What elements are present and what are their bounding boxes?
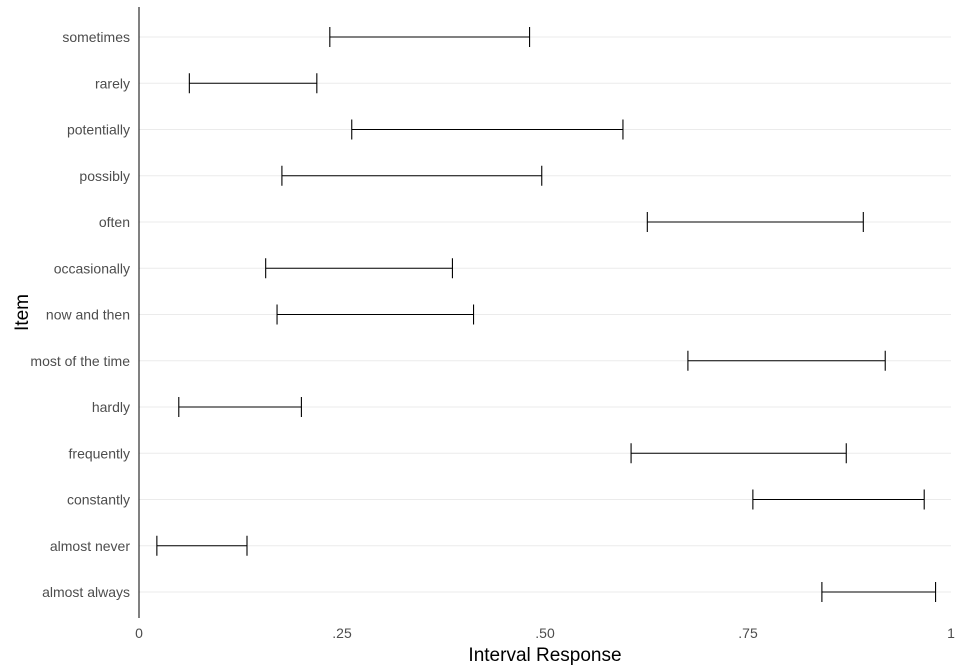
interval-almost-always [821,582,937,602]
y-tick-label: often [99,214,130,230]
interval-constantly [752,489,925,510]
interval-rarely [188,73,318,94]
interval-almost-never [156,535,248,556]
interval-most-of-the-time [687,350,886,371]
interval-now-and-then [276,304,475,325]
interval-bars [156,27,937,602]
x-tick-label: .75 [738,625,758,641]
x-tick-labels: 0 .25 .50 .75 1 [135,625,955,641]
interval-hardly [178,397,302,417]
y-tick-label: hardly [92,399,130,415]
x-tick-label: .50 [535,625,555,641]
interval-frequently [630,443,847,464]
interval-possibly [281,165,543,186]
interval-often [646,212,864,232]
y-tick-label: rarely [95,75,130,91]
y-tick-label: sometimes [62,29,130,45]
interval-potentially [351,119,624,140]
x-axis-title: Interval Response [468,645,621,666]
x-tick-label: .25 [332,625,352,641]
gridlines [139,36,951,593]
y-tick-label: frequently [69,445,130,461]
interval-occasionally [265,258,453,279]
y-tick-label: possibly [79,168,130,184]
y-tick-label: now and then [46,307,130,323]
y-tick-label: occasionally [54,260,130,276]
x-tick-label: 1 [947,625,955,641]
interval-sometimes [329,27,531,47]
y-tick-label: almost never [50,538,130,554]
x-tick-label: 0 [135,625,143,641]
y-tick-label: potentially [67,122,130,138]
y-tick-labels: sometimes rarely potentially possibly often o… [30,29,130,600]
y-tick-label: most of the time [30,353,130,369]
y-tick-label: constantly [67,492,130,508]
y-tick-label: almost always [42,584,130,600]
y-axis-title: Item [12,294,33,331]
